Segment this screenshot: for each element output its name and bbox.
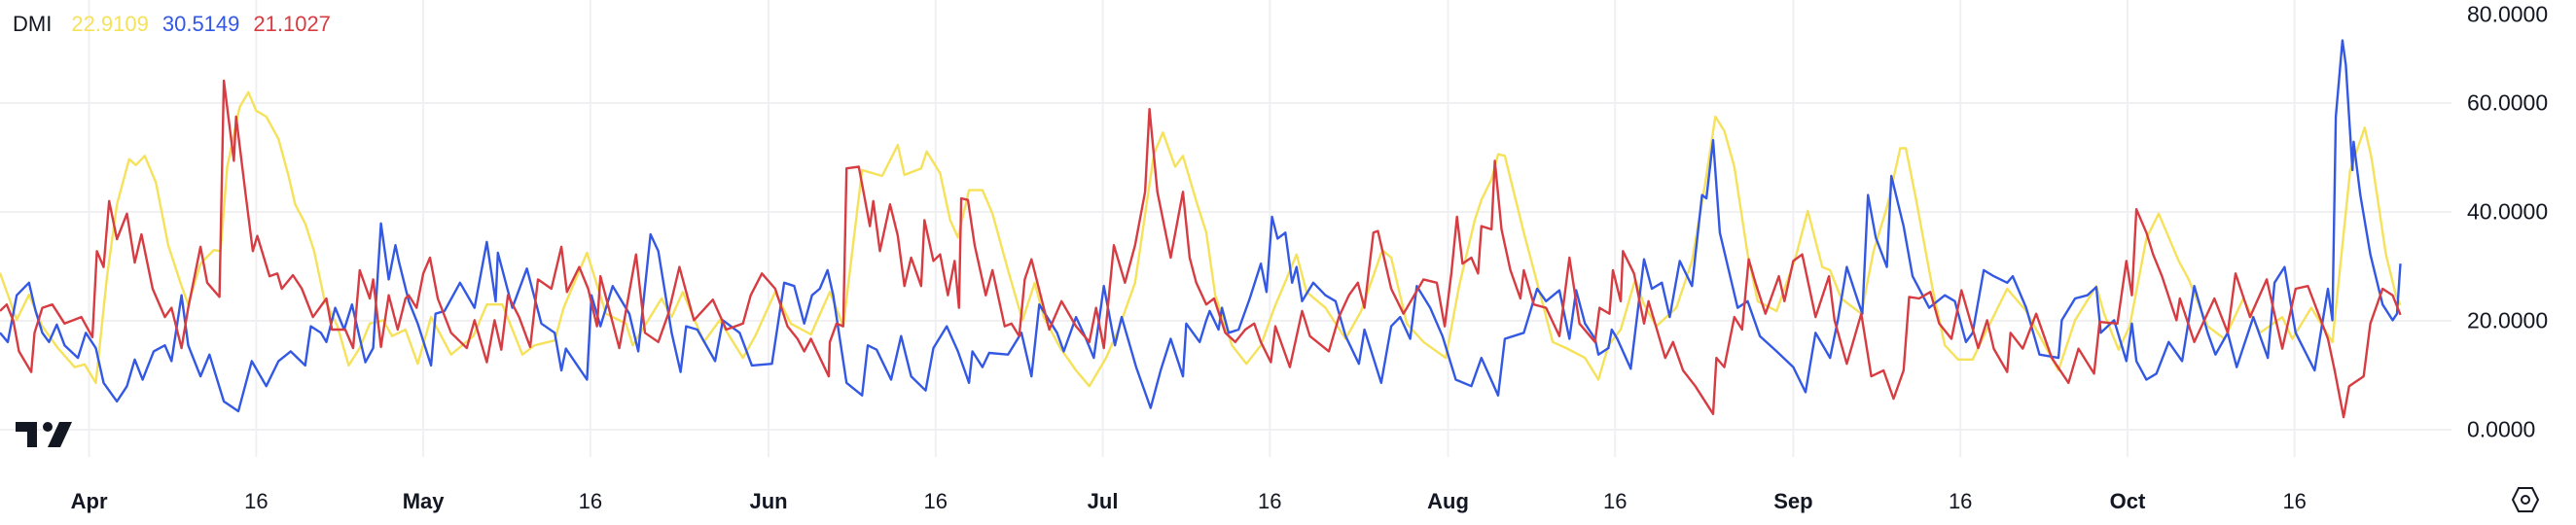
tradingview-logo-icon <box>16 422 72 447</box>
x-tick-label: 16 <box>244 489 268 513</box>
x-tick-label: 16 <box>1603 489 1628 513</box>
legend-value-plus-di: 30.5149 <box>161 12 240 36</box>
y-tick-label: 0.0000 <box>2467 416 2536 442</box>
x-tick-label: Sep <box>1773 489 1813 513</box>
x-tick-label: Aug <box>1427 489 1469 513</box>
series-line-adx <box>0 90 2402 388</box>
legend-title: DMI <box>13 12 53 36</box>
x-tick-label: 16 <box>578 489 603 513</box>
x-tick-label: 16 <box>923 489 948 513</box>
series-line-plus-di <box>0 39 2402 413</box>
x-tick-label: 16 <box>1948 489 1973 513</box>
settings-hexagon-icon <box>2511 487 2540 512</box>
x-tick-label: Apr <box>70 489 108 513</box>
x-tick-label: Oct <box>2109 489 2146 513</box>
x-tick-label: Jul <box>1087 489 1119 513</box>
x-tick-label: Jun <box>749 489 788 513</box>
y-tick-label: 80.0000 <box>2467 1 2549 27</box>
series-lines <box>0 39 2402 419</box>
legend-value-adx: 22.9109 <box>71 12 149 36</box>
series-line-minus-di <box>0 79 2402 419</box>
legend: DMI 22.9109 30.5149 21.1027 <box>13 12 331 37</box>
x-tick-label: May <box>402 489 445 513</box>
y-tick-label: 60.0000 <box>2467 89 2549 116</box>
legend-value-minus-di: 21.1027 <box>253 12 331 36</box>
x-tick-label: 16 <box>2282 489 2307 513</box>
y-tick-label: 20.0000 <box>2467 307 2549 333</box>
y-tick-label: 40.0000 <box>2467 198 2549 225</box>
x-tick-label: 16 <box>1258 489 1282 513</box>
settings-button[interactable] <box>2511 486 2540 518</box>
grid-lines <box>0 0 2451 457</box>
tradingview-logo[interactable] <box>16 418 78 454</box>
